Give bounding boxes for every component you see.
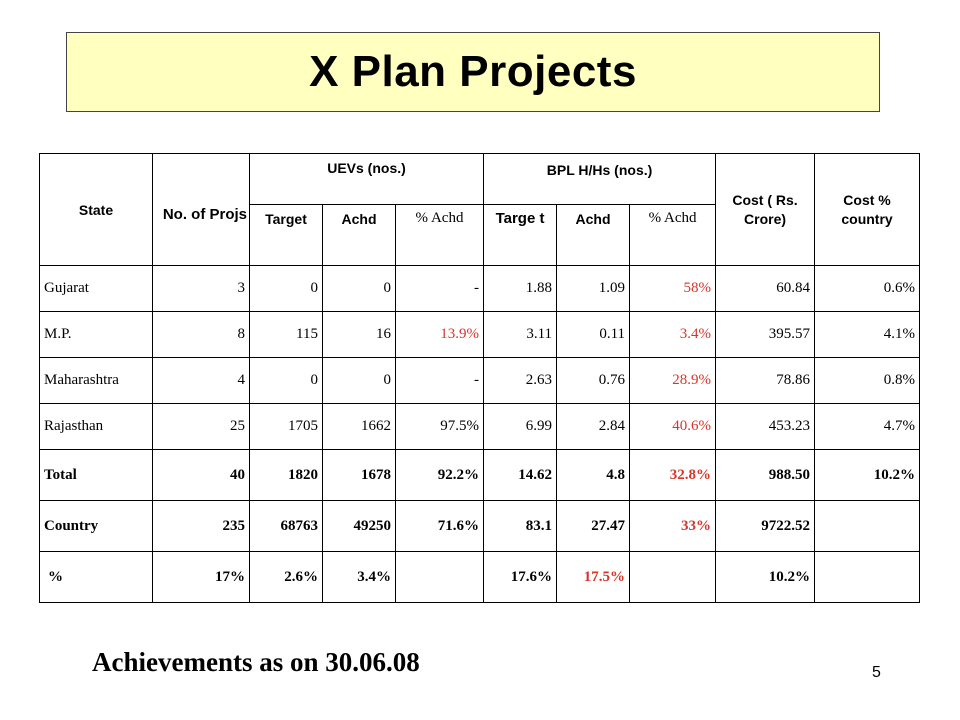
col-header-bpl-target: Targe t (483, 204, 558, 266)
cell-cost-pct: 0.8% (814, 357, 921, 404)
cell-uev-achd: 16 (322, 311, 396, 358)
cell-cost-pct (814, 500, 921, 552)
cell-projs: 235 (152, 500, 250, 552)
cell-bpl-target: 14.62 (483, 449, 558, 501)
cell-uev-target: 0 (249, 357, 323, 404)
col-header-uevs: UEVs (nos.) (248, 153, 485, 205)
cell-bpl-target: 6.99 (483, 403, 558, 450)
cell-uev-achd: 49250 (322, 500, 396, 552)
cell-bpl-achd: 17.5% (556, 551, 631, 603)
cell-cost: 60.84 (715, 265, 816, 312)
cell-uev-target: 2.6% (249, 551, 323, 603)
col-header-bpl: BPL H/Hs (nos.) (483, 153, 717, 205)
cell-state: Country (39, 500, 153, 552)
cell-projs: 40 (152, 449, 250, 501)
cell-bpl-pct: 3.4% (629, 311, 717, 358)
cell-bpl-pct: 32.8% (629, 449, 717, 501)
cell-bpl-achd: 4.8 (556, 449, 631, 501)
col-header-uev-achd: Achd (322, 204, 396, 266)
table-row: % 17% 2.6% 3.4% 17.6% 17.5% 10.2% (39, 551, 921, 603)
cell-state: Total (39, 449, 153, 501)
cell-uev-target: 1705 (249, 403, 323, 450)
table-row: Rajasthan 25 1705 1662 97.5% 6.99 2.84 4… (39, 403, 921, 450)
cell-bpl-target: 2.63 (483, 357, 558, 404)
cell-state: Maharashtra (39, 357, 153, 404)
cell-bpl-pct: 28.9% (629, 357, 717, 404)
projects-table: State No. of Projs UEVs (nos.) BPL H/Hs … (39, 153, 921, 603)
cell-uev-target: 68763 (249, 500, 323, 552)
col-header-bpl-achd: Achd (556, 204, 631, 266)
cell-bpl-pct: 33% (629, 500, 717, 552)
cell-projs: 17% (152, 551, 250, 603)
table-row: Gujarat 3 0 0 - 1.88 1.09 58% 60.84 0.6% (39, 265, 921, 312)
col-header-bpl-pct: % Achd (629, 204, 717, 266)
cell-bpl-achd: 0.11 (556, 311, 631, 358)
cell-projs: 3 (152, 265, 250, 312)
cell-state: Rajasthan (39, 403, 153, 450)
cell-uev-pct: 92.2% (394, 449, 485, 501)
table-row: Country 235 68763 49250 71.6% 83.1 27.47… (39, 500, 921, 552)
cell-bpl-achd: 1.09 (556, 265, 631, 312)
header-row-1: State No. of Projs UEVs (nos.) BPL H/Hs … (39, 153, 921, 266)
cell-cost: 10.2% (715, 551, 816, 603)
cell-uev-achd: 0 (322, 357, 396, 404)
cell-bpl-target: 83.1 (483, 500, 558, 552)
cell-state: Gujarat (39, 265, 153, 312)
cell-bpl-pct: 58% (629, 265, 717, 312)
col-header-cost-pct: Cost % country (814, 153, 921, 266)
col-header-cost: Cost ( Rs. Crore) (715, 153, 816, 266)
cell-cost: 9722.52 (715, 500, 816, 552)
cell-cost: 78.86 (715, 357, 816, 404)
cell-uev-target: 1820 (249, 449, 323, 501)
cell-cost-pct: 4.7% (814, 403, 921, 450)
cell-uev-pct: 97.5% (394, 403, 485, 450)
title-banner: X Plan Projects (66, 32, 880, 112)
page-title: X Plan Projects (309, 47, 637, 96)
col-header-uev-target: Target (249, 204, 323, 266)
cell-bpl-target: 1.88 (483, 265, 558, 312)
cell-cost-pct (814, 551, 921, 603)
cell-uev-achd: 0 (322, 265, 396, 312)
cell-projs: 8 (152, 311, 250, 358)
cell-cost-pct: 4.1% (814, 311, 921, 358)
header-row-2: Target Achd % Achd Targe t Achd % Achd (40, 204, 920, 266)
table-row: Maharashtra 4 0 0 - 2.63 0.76 28.9% 78.8… (39, 357, 921, 404)
cell-bpl-pct (629, 551, 717, 603)
cell-bpl-achd: 0.76 (556, 357, 631, 404)
cell-uev-pct: 13.9% (394, 311, 485, 358)
cell-cost-pct: 0.6% (814, 265, 921, 312)
cell-state: M.P. (39, 311, 153, 358)
cell-bpl-target: 3.11 (483, 311, 558, 358)
cell-bpl-achd: 27.47 (556, 500, 631, 552)
col-header-projs: No. of Projs (152, 153, 250, 266)
col-header-state: State (39, 153, 153, 266)
cell-uev-target: 115 (249, 311, 323, 358)
cell-bpl-pct: 40.6% (629, 403, 717, 450)
cell-state: % (39, 551, 153, 603)
cell-cost: 453.23 (715, 403, 816, 450)
cell-projs: 25 (152, 403, 250, 450)
cell-uev-pct: - (394, 357, 485, 404)
cell-uev-achd: 1678 (322, 449, 396, 501)
cell-uev-achd: 1662 (322, 403, 396, 450)
cell-uev-achd: 3.4% (322, 551, 396, 603)
cell-cost: 988.50 (715, 449, 816, 501)
page-number: 5 (872, 664, 881, 681)
cell-cost-pct: 10.2% (814, 449, 921, 501)
cell-bpl-target: 17.6% (483, 551, 558, 603)
cell-uev-pct (394, 551, 485, 603)
cell-projs: 4 (152, 357, 250, 404)
cell-uev-pct: - (394, 265, 485, 312)
cell-cost: 395.57 (715, 311, 816, 358)
table-row: Total 40 1820 1678 92.2% 14.62 4.8 32.8%… (39, 449, 921, 501)
cell-bpl-achd: 2.84 (556, 403, 631, 450)
col-header-uev-pct: % Achd (394, 204, 485, 266)
cell-uev-pct: 71.6% (394, 500, 485, 552)
table-row: M.P. 8 115 16 13.9% 3.11 0.11 3.4% 395.5… (39, 311, 921, 358)
achievements-caption: Achievements as on 30.06.08 (92, 647, 420, 677)
cell-uev-target: 0 (249, 265, 323, 312)
